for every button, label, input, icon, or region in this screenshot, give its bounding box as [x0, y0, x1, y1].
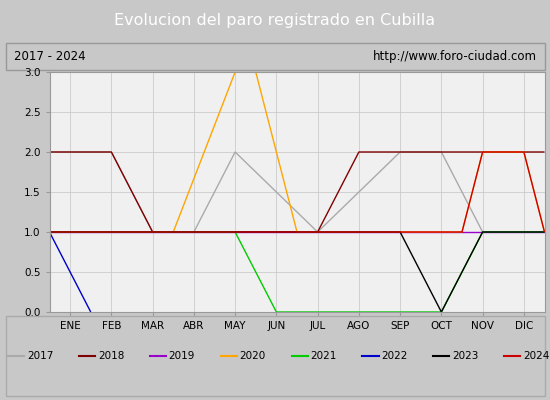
Text: Evolucion del paro registrado en Cubilla: Evolucion del paro registrado en Cubilla — [114, 14, 436, 28]
Text: 2022: 2022 — [381, 351, 408, 361]
Text: 2020: 2020 — [240, 351, 266, 361]
Text: http://www.foro-ciudad.com: http://www.foro-ciudad.com — [372, 50, 536, 63]
Text: 2021: 2021 — [310, 351, 337, 361]
Text: 2019: 2019 — [169, 351, 195, 361]
Text: 2017: 2017 — [27, 351, 53, 361]
Text: 2024: 2024 — [523, 351, 549, 361]
Text: 2018: 2018 — [98, 351, 124, 361]
Text: 2023: 2023 — [452, 351, 478, 361]
Text: 2017 - 2024: 2017 - 2024 — [14, 50, 85, 63]
